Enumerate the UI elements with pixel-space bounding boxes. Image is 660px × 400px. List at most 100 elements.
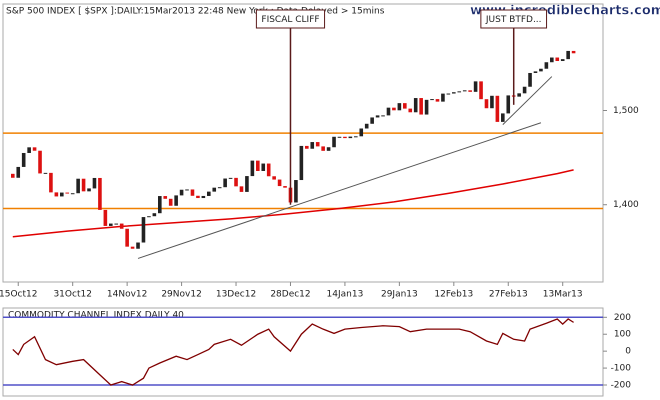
x-tick-label: 29Jan13 <box>381 290 418 300</box>
candle <box>65 192 70 194</box>
candle <box>179 189 184 196</box>
candle <box>152 213 157 217</box>
candle <box>321 146 325 151</box>
trend-line <box>137 122 542 259</box>
y-tick-label: 1,400 <box>613 200 639 210</box>
candle <box>168 198 173 206</box>
candle <box>566 50 570 60</box>
candle <box>413 98 418 113</box>
candle <box>277 179 282 187</box>
candle <box>533 71 538 73</box>
candle <box>141 217 146 243</box>
candle <box>484 99 489 109</box>
candle <box>359 128 364 137</box>
candle <box>364 123 369 129</box>
candle <box>571 50 576 54</box>
candle <box>326 147 331 151</box>
candle <box>392 107 396 111</box>
x-tick-label: 27Feb13 <box>489 290 528 300</box>
candle <box>370 117 374 124</box>
candle <box>103 209 108 226</box>
candle <box>228 177 233 179</box>
candle <box>158 196 162 214</box>
x-tick-label: 14Nov12 <box>107 290 147 300</box>
candle <box>92 177 97 189</box>
y-tick-label: 1,500 <box>613 106 639 116</box>
x-tick-label: 28Dec12 <box>270 290 310 300</box>
candle <box>27 147 31 153</box>
cci-title: COMMODITY CHANNEL INDEX DAILY 40 <box>8 311 184 321</box>
trend-line <box>502 76 553 125</box>
x-tick-label: 15Oct12 <box>0 290 37 300</box>
annotation-box <box>255 9 326 29</box>
candle <box>207 191 211 196</box>
annotation-label: FISCAL CLIFF <box>261 15 319 25</box>
candle <box>87 188 91 192</box>
candle <box>337 136 342 138</box>
y-tick-label: -200 <box>611 381 632 391</box>
candle <box>38 150 42 174</box>
y-tick-label: 0 <box>625 347 631 357</box>
candle <box>81 178 86 192</box>
y-tick-label: 100 <box>614 330 631 340</box>
candle <box>446 93 451 95</box>
candle <box>98 177 102 210</box>
candle <box>501 113 505 122</box>
candle <box>43 172 48 174</box>
candle <box>539 68 543 72</box>
candle <box>76 178 80 194</box>
candle <box>386 107 391 116</box>
candle <box>196 195 200 199</box>
x-tick-label: 13Dec12 <box>216 290 256 300</box>
candle <box>250 160 255 177</box>
candle <box>348 136 353 139</box>
candle <box>49 172 53 193</box>
candle <box>212 187 217 192</box>
cci-line <box>12 318 574 386</box>
candle <box>163 196 168 199</box>
candle <box>125 228 129 247</box>
candle <box>424 99 429 115</box>
candle <box>544 62 549 69</box>
price-panel <box>2 3 604 283</box>
candle <box>234 177 238 187</box>
candle <box>479 81 483 100</box>
x-tick-label: 13Mar13 <box>543 290 583 300</box>
candle <box>239 186 244 192</box>
candle <box>430 99 434 101</box>
candle <box>452 92 456 94</box>
candle <box>560 59 565 62</box>
y-tick-label: 200 <box>614 313 631 323</box>
candle <box>136 242 140 249</box>
candle <box>354 136 358 138</box>
candle <box>21 152 26 167</box>
candle <box>283 186 287 188</box>
candle <box>495 95 500 122</box>
candle <box>109 223 113 226</box>
candle <box>54 192 59 197</box>
candle <box>408 108 413 113</box>
candle <box>299 145 304 181</box>
candle <box>517 93 521 97</box>
candle <box>343 136 347 139</box>
candle <box>310 142 315 149</box>
candle <box>114 223 119 225</box>
candle <box>375 115 380 118</box>
candle <box>185 189 189 191</box>
candle <box>223 178 227 188</box>
candle <box>441 93 445 102</box>
header-title: S&P 500 INDEX [ $SPX ]:DAILY:15Mar2013 2… <box>6 7 385 17</box>
candle <box>11 173 15 178</box>
x-tick-label: 29Nov12 <box>161 290 201 300</box>
candle <box>305 145 309 149</box>
candle <box>522 86 527 94</box>
x-tick-label: 12Feb13 <box>434 290 473 300</box>
candle <box>473 81 478 92</box>
candle <box>272 176 276 180</box>
candle <box>174 195 178 206</box>
candle <box>435 99 440 102</box>
candle <box>32 147 37 151</box>
candle <box>550 57 554 63</box>
candle <box>528 72 532 87</box>
